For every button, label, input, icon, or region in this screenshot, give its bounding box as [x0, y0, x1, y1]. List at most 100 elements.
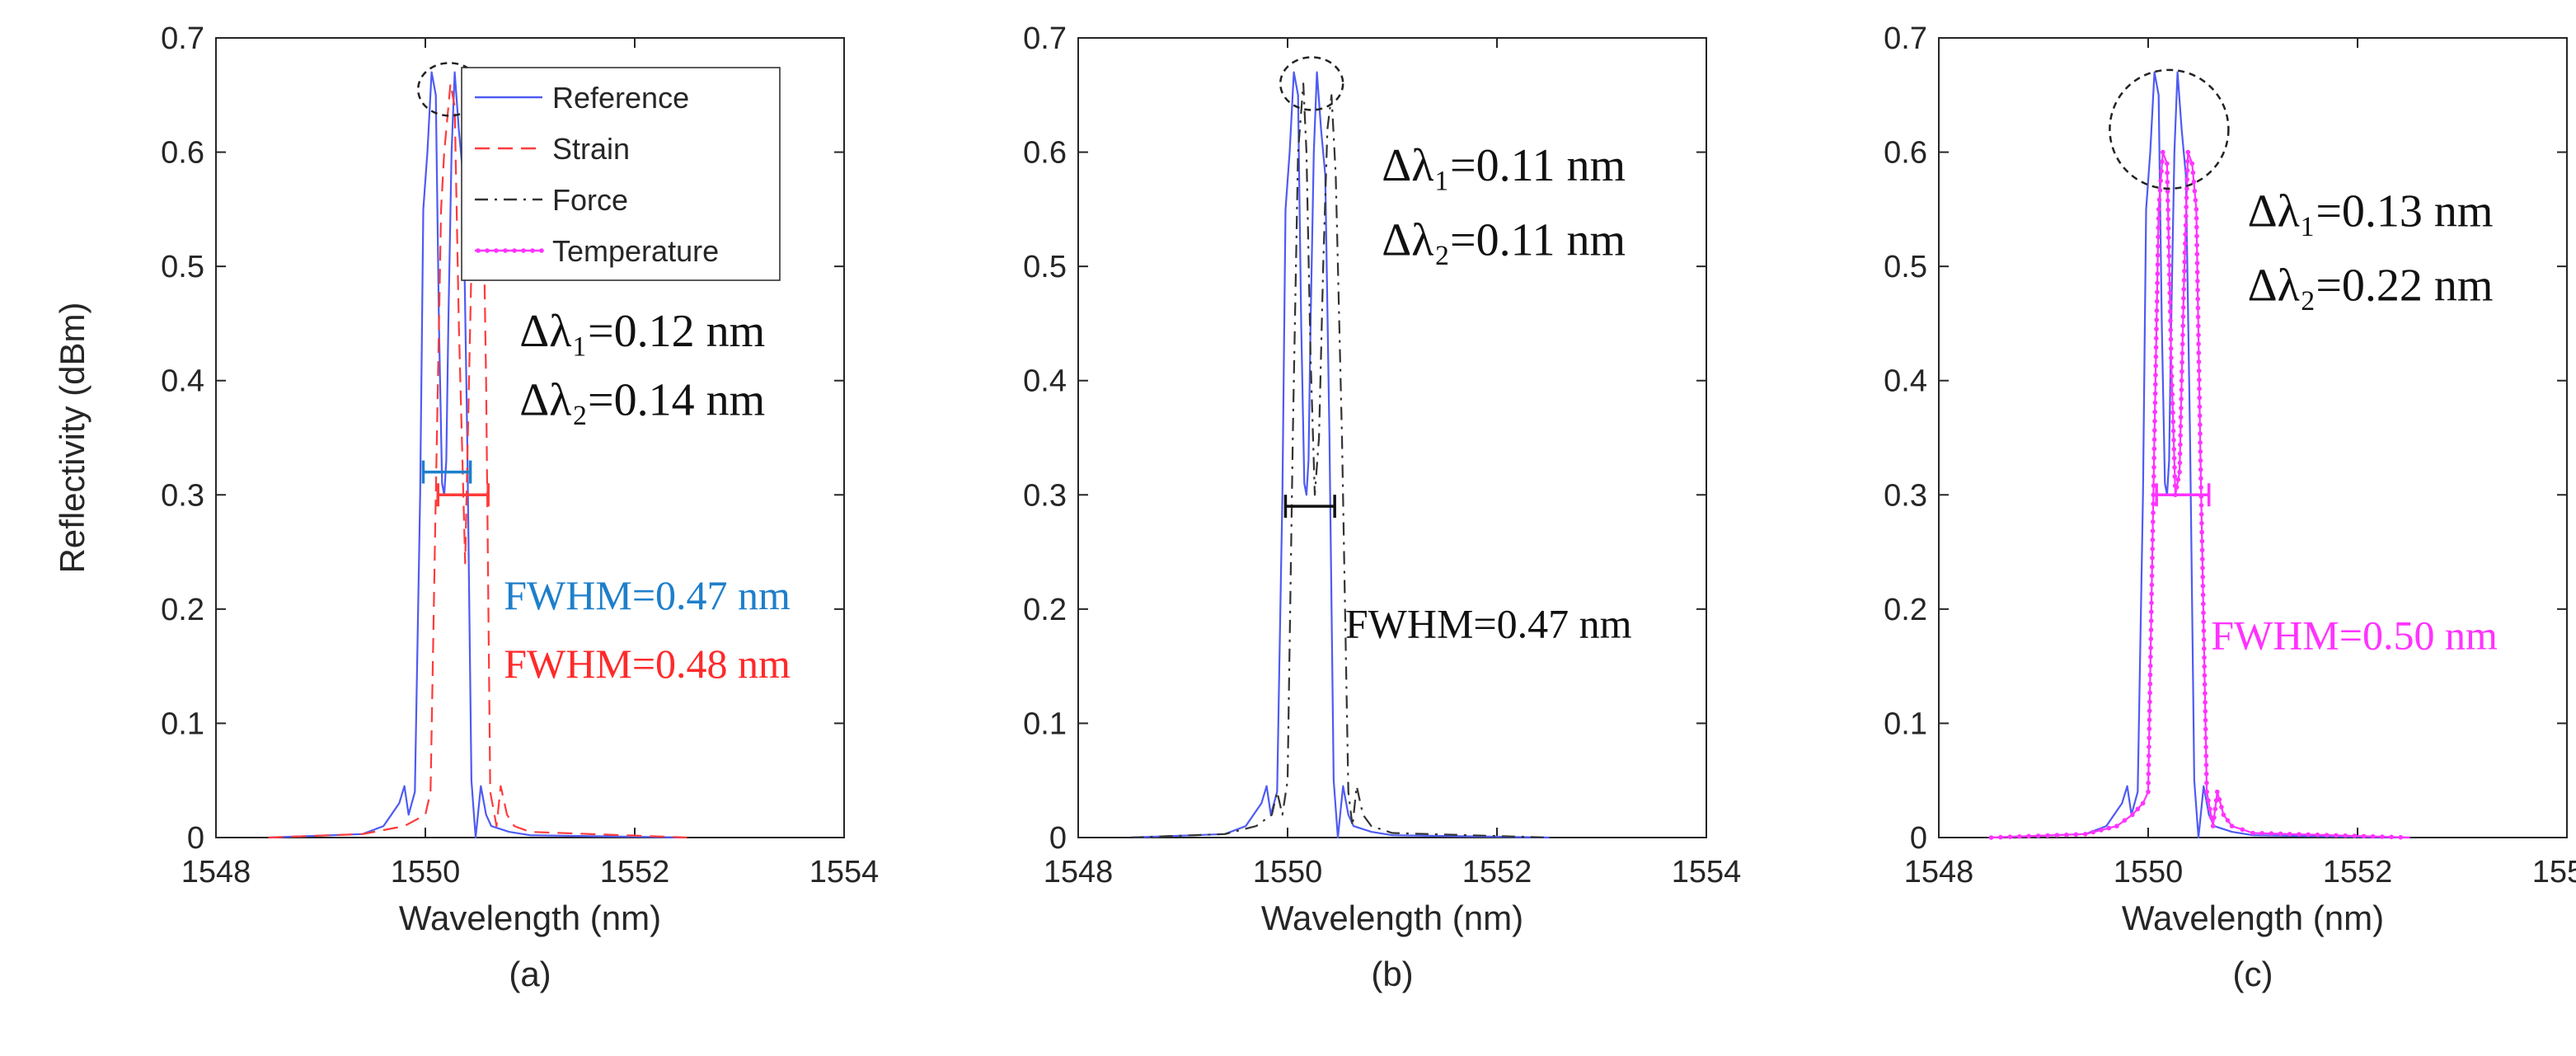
series-marker-temperature: [2198, 503, 2204, 508]
y-tick-label: 0.3: [1884, 478, 1927, 513]
series-marker-temperature: [2198, 431, 2203, 436]
series-marker-temperature: [2151, 501, 2156, 506]
series-marker-temperature: [2212, 806, 2218, 812]
legend-marker: [512, 248, 517, 253]
series-marker-temperature: [2199, 547, 2205, 553]
legend-marker: [521, 248, 526, 253]
series-marker-temperature: [2154, 298, 2160, 304]
legend-box: [461, 67, 781, 281]
legend-marker: [530, 248, 535, 253]
series-marker-temperature: [2148, 618, 2154, 623]
series-marker-temperature: [2153, 354, 2159, 359]
y-tick-label: 0: [1910, 821, 1927, 856]
series-marker-temperature: [2178, 433, 2183, 438]
legend-label: Reference: [552, 81, 689, 115]
series-marker-temperature: [2177, 460, 2183, 466]
series-marker-temperature: [2203, 700, 2208, 705]
series-marker-temperature: [2149, 591, 2154, 597]
series-marker-temperature: [2165, 207, 2170, 213]
series-marker-temperature: [2168, 327, 2173, 333]
series-marker-temperature: [2250, 830, 2255, 836]
series-marker-temperature: [2090, 829, 2096, 835]
series-marker-temperature: [1988, 835, 1994, 840]
panel-c: 0 0.1 0.2 0.3 0.4 0.5 0.6 0.7 1548 1550 1552 1554 Wa…: [1884, 21, 2576, 993]
series-marker-temperature: [2203, 717, 2208, 723]
y-tick-label: 0.1: [1884, 706, 1927, 741]
series-marker-temperature: [2199, 520, 2204, 526]
series-marker-temperature: [2183, 241, 2188, 246]
series-marker-temperature: [2370, 833, 2376, 839]
series-marker-temperature: [2195, 305, 2201, 311]
series-marker-temperature: [2166, 253, 2172, 259]
axes-box: [215, 37, 845, 838]
series-marker-temperature: [2165, 180, 2170, 185]
series-marker-temperature: [2146, 780, 2151, 786]
series-marker-temperature: [2146, 763, 2151, 767]
y-tick-label: 0.5: [1023, 250, 1067, 284]
x-tick-label: 1550: [2114, 855, 2184, 889]
highlight-circle: [2109, 68, 2230, 190]
series-marker-temperature: [2045, 833, 2050, 838]
subplot-caption: (a): [509, 955, 551, 993]
series-marker-temperature: [2203, 691, 2208, 696]
series-marker-temperature: [2148, 627, 2154, 632]
legend-label: Temperature: [552, 234, 719, 268]
axes-box: [1938, 37, 2568, 838]
series-marker-temperature: [2343, 833, 2348, 838]
series-line-reference: [1130, 71, 1550, 839]
series-marker-temperature: [2184, 177, 2189, 182]
series-marker-temperature: [2158, 178, 2163, 183]
series-marker-temperature: [2181, 287, 2186, 292]
series-marker-temperature: [2203, 763, 2209, 767]
series-marker-temperature: [2200, 584, 2206, 589]
series-marker-temperature: [2165, 170, 2170, 176]
series-marker-temperature: [2172, 465, 2177, 470]
series-marker-temperature: [2150, 555, 2155, 561]
series-marker-temperature: [2169, 373, 2175, 379]
y-tick-label: 0.1: [161, 706, 204, 741]
series-marker-temperature: [2151, 437, 2157, 442]
series-marker-temperature: [2189, 161, 2195, 167]
series-marker-temperature: [2182, 268, 2187, 274]
series-marker-temperature: [2064, 832, 2069, 838]
series-marker-temperature: [2167, 281, 2172, 287]
series-marker-temperature: [2167, 299, 2173, 305]
series-marker-temperature: [2389, 834, 2394, 840]
legend-marker: [503, 248, 508, 253]
series-marker-temperature: [2200, 592, 2206, 598]
series-marker-temperature: [2203, 726, 2208, 732]
series-marker-temperature: [2149, 573, 2155, 579]
series-marker-temperature: [2165, 161, 2170, 167]
series-marker-temperature: [2151, 519, 2156, 524]
series-marker-temperature: [2202, 673, 2208, 678]
series-marker-temperature: [2198, 449, 2203, 454]
series-marker-temperature: [2221, 812, 2226, 818]
series-marker-temperature: [2165, 216, 2171, 222]
series-marker-temperature: [2152, 391, 2158, 397]
series-marker-temperature: [2191, 179, 2197, 185]
series-marker-temperature: [2154, 308, 2160, 313]
series-marker-temperature: [2083, 832, 2088, 837]
x-tick-label: 1550: [1253, 855, 1323, 889]
series-marker-temperature: [2147, 726, 2152, 731]
series-marker-temperature: [2026, 833, 2031, 839]
series-marker-temperature: [2259, 831, 2264, 836]
series-marker-temperature: [2155, 252, 2161, 258]
series-marker-temperature: [2155, 271, 2161, 276]
series-marker-temperature: [2198, 512, 2204, 517]
series-marker-temperature: [2199, 538, 2205, 544]
y-tick-label: 0.1: [1023, 706, 1067, 741]
series-marker-temperature: [2201, 619, 2206, 624]
series-marker-temperature: [2148, 636, 2154, 641]
series-marker-temperature: [2165, 189, 2170, 194]
series-marker-temperature: [2196, 323, 2201, 329]
series-marker-temperature: [2201, 601, 2206, 607]
series-marker-temperature: [2181, 296, 2186, 301]
x-axis-label: Wavelength (nm): [399, 899, 661, 937]
series-marker-temperature: [2202, 655, 2207, 660]
axes-box: [1077, 37, 1707, 838]
delta-lambda-annotation: Δλ₂=0.14 nm: [519, 374, 765, 425]
series-marker-temperature: [2182, 259, 2187, 265]
series-marker-temperature: [2185, 149, 2191, 155]
